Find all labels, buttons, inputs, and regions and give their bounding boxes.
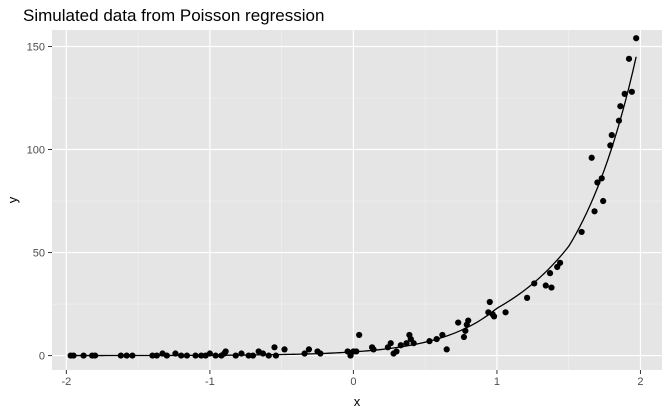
data-point [542, 282, 549, 289]
data-point [222, 348, 229, 355]
data-point [548, 284, 555, 291]
data-point [393, 348, 400, 355]
y-tick-label: 0 [39, 351, 45, 363]
data-point [192, 352, 199, 359]
data-point [578, 228, 585, 236]
data-point [433, 335, 440, 343]
points-group [67, 35, 640, 359]
data-point [486, 298, 493, 306]
data-point [439, 331, 446, 339]
y-axis-ticks: 0 50 100 150 [27, 41, 52, 363]
data-point [633, 35, 640, 42]
data-point [305, 346, 313, 353]
data-point [212, 352, 219, 359]
data-point [455, 319, 462, 326]
y-tick-label: 100 [27, 145, 45, 157]
y-axis-label: y [5, 196, 20, 203]
data-point [462, 327, 469, 334]
x-tick-label: 0 [350, 376, 356, 388]
data-point [70, 352, 77, 359]
data-point [625, 55, 633, 62]
data-point [356, 331, 363, 339]
y-tick-label: 50 [33, 248, 45, 260]
data-point [397, 342, 404, 349]
data-point [531, 280, 538, 287]
data-point [594, 179, 601, 186]
data-point [370, 346, 377, 353]
data-point [163, 352, 170, 359]
data-point [465, 317, 472, 324]
data-point [271, 344, 278, 351]
data-point [206, 350, 213, 357]
data-point [149, 352, 156, 359]
data-point [426, 338, 433, 345]
x-axis-label: x [354, 394, 361, 409]
data-point [598, 175, 605, 182]
data-point [353, 348, 360, 355]
data-point [443, 346, 450, 353]
data-point [460, 333, 468, 341]
data-point [129, 352, 136, 359]
data-point [265, 352, 272, 359]
grid-major [52, 30, 662, 370]
data-point [621, 90, 628, 97]
data-point [198, 352, 205, 359]
data-point [403, 340, 410, 347]
data-point [232, 352, 239, 359]
x-tick-label: 2 [637, 376, 643, 388]
data-point [153, 352, 160, 359]
data-point [178, 352, 185, 359]
data-point [617, 103, 624, 110]
data-point [123, 352, 130, 359]
plot-panel [52, 30, 662, 370]
data-point [600, 197, 607, 205]
data-point [615, 117, 623, 124]
data-point [259, 350, 267, 357]
data-point [588, 154, 595, 161]
data-point [490, 313, 498, 320]
data-point [238, 350, 245, 357]
chart-title: Simulated data from Poisson regression [23, 6, 324, 25]
data-point [502, 309, 509, 316]
data-point [523, 294, 531, 301]
data-point [387, 340, 394, 347]
data-point [556, 259, 564, 266]
data-point [117, 352, 124, 359]
x-axis-ticks: -2 -1 0 1 2 [61, 370, 644, 388]
data-point [281, 346, 288, 353]
data-point [249, 352, 257, 359]
data-point [183, 352, 191, 359]
data-point [301, 350, 308, 357]
data-point [272, 352, 280, 359]
data-point [91, 352, 99, 359]
x-tick-label: -2 [61, 376, 71, 388]
grid-minor [52, 30, 662, 370]
y-tick-label: 150 [27, 41, 45, 53]
data-point [546, 270, 554, 277]
data-point [80, 352, 87, 359]
x-tick-label: 1 [494, 376, 500, 388]
data-point [410, 340, 417, 347]
data-point [607, 142, 614, 149]
data-point [172, 350, 179, 357]
data-point [317, 350, 324, 357]
x-tick-label: -1 [205, 376, 215, 388]
data-point [628, 88, 635, 95]
data-point [591, 208, 598, 215]
data-point [245, 352, 252, 359]
data-point [608, 131, 615, 139]
